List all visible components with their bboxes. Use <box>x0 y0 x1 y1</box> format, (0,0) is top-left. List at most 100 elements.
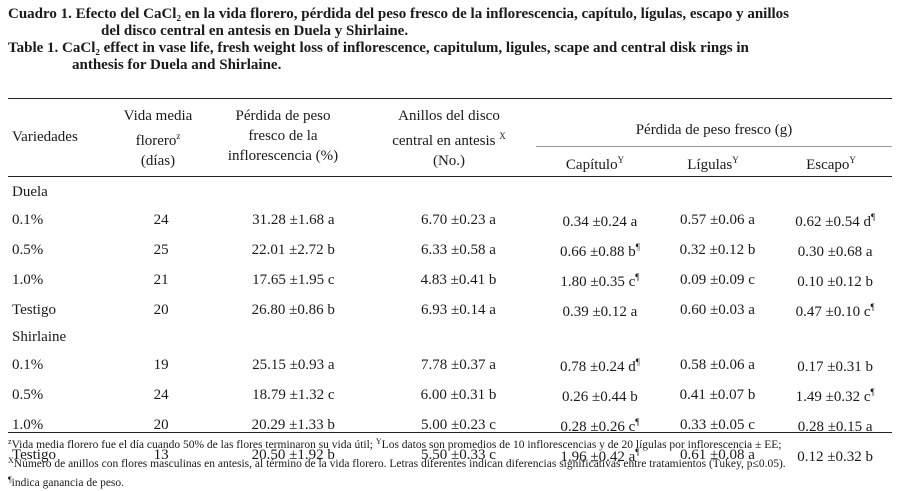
cell-escapo: 0.28 ±0.15 a <box>776 410 894 440</box>
caption-es-line1: Cuadro 1. Efecto del CaCl₂ en la vida fl… <box>8 6 790 22</box>
top-rule <box>8 98 892 99</box>
header-capitulo: CapítuloY <box>536 150 654 175</box>
cell-capitulo-value: 0.26 ±0.44 b <box>562 389 638 405</box>
cell-perdida-inflorescencia: 20.29 ±1.33 b <box>251 416 335 433</box>
cell-capitulo-mark: ¶ <box>635 242 640 252</box>
cell-escapo-mark: ¶ <box>870 302 875 312</box>
header-perdida: Pérdida de peso fresco de la inflorescen… <box>200 106 366 166</box>
header-ligulas: LígulasY <box>654 150 772 175</box>
cell-escapo-value: 0.30 ±0.68 a <box>797 244 873 260</box>
cell-perdida-inflorescencia: 18.79 ±1.32 c <box>252 386 335 403</box>
header-vida: Vida media floreroz (días) <box>108 106 208 171</box>
cell-variedad: 0.1% <box>12 211 44 228</box>
table-row: Testigo 13 20.50 ±1.92 b 5.50 ±0.33 c 1.96 ±… <box>8 440 894 470</box>
cell-capitulo: 0.26 ±0.44 b <box>541 380 659 410</box>
cell-variedad: Testigo <box>12 301 56 318</box>
cell-ligulas: 0.33 ±0.05 c <box>680 416 755 433</box>
peso-group-rule <box>536 146 892 147</box>
header-escapo: EscapoY <box>772 150 890 175</box>
cell-variedad: Testigo <box>12 446 56 463</box>
table-row: Testigo 20 26.80 ±0.86 b 6.93 ±0.14 a 0.39 ±… <box>8 295 894 325</box>
header-vida-mark: z <box>176 131 181 141</box>
cell-capitulo-value: 0.39 ±0.12 a <box>562 304 638 320</box>
cell-capitulo-value: 1.80 ±0.35 c <box>560 274 636 290</box>
header-peso-group: Pérdida de peso fresco (g) <box>635 122 793 138</box>
header-anillos-line2-text: central en antesis <box>392 133 496 149</box>
header-anillos-line1: Anillos del disco <box>398 108 500 124</box>
header-anillos: Anillos del disco central en antesis X (… <box>366 106 532 171</box>
group-name: Duela <box>12 184 48 200</box>
data-table-body: Duela 0.1% 24 31.28 ±1.68 a 6.70 ±0.23 a 0.34… <box>8 180 894 470</box>
footnote-1-mark2: Y <box>375 437 382 446</box>
cell-escapo-value: 0.10 ±0.12 b <box>797 274 874 290</box>
cell-capitulo: 0.28 ±0.26 c¶ <box>541 410 659 440</box>
cell-escapo-mark: ¶ <box>870 387 875 397</box>
table-row: 0.5% 24 18.79 ±1.32 c 6.00 ±0.31 b 0.26 ±0.4… <box>8 380 894 410</box>
group-header-row: Duela <box>8 180 894 205</box>
header-rule <box>8 176 892 177</box>
data-table: Duela 0.1% 24 31.28 ±1.68 a 6.70 ±0.23 a 0.34… <box>8 180 894 470</box>
cell-escapo-value: 1.49 ±0.32 c <box>795 389 871 405</box>
cell-vida-media: 24 <box>153 386 169 403</box>
cell-vida-media: 13 <box>153 446 169 463</box>
cell-escapo: 0.10 ±0.12 b <box>776 265 894 295</box>
cell-vida-media: 24 <box>153 211 169 228</box>
cell-ligulas: 0.41 ±0.07 b <box>679 386 756 403</box>
cell-anillos: 6.00 ±0.31 b <box>420 386 497 403</box>
cell-capitulo: 0.66 ±0.88 b¶ <box>541 235 659 265</box>
caption-en-line2: anthesis for Duela and Shirlaine. <box>72 57 282 73</box>
cell-capitulo-value: 0.66 ±0.88 b <box>559 244 636 260</box>
cell-perdida-inflorescencia: 31.28 ±1.68 a <box>252 211 335 228</box>
cell-variedad: 0.5% <box>12 241 44 258</box>
cell-anillos: 4.83 ±0.41 b <box>420 271 497 288</box>
table-row: 1.0% 20 20.29 ±1.33 b 5.00 ±0.23 c 0.28 ±0.2… <box>8 410 894 440</box>
cell-escapo: 0.62 ±0.54 d¶ <box>776 205 894 235</box>
cell-vida-media: 25 <box>153 241 169 258</box>
footnotes: zVida media florero fue el día cuando 50… <box>8 434 894 491</box>
header-escapo-mark: Y <box>849 155 856 165</box>
cell-capitulo: 0.39 ±0.12 a <box>541 295 659 325</box>
cell-escapo-mark: ¶ <box>870 212 876 222</box>
header-capitulo-text: Capítulo <box>565 157 618 173</box>
cell-ligulas: 0.32 ±0.12 b <box>679 241 756 258</box>
table-row: 0.1% 19 25.15 ±0.93 a 7.78 ±0.37 a 0.78 ±0.2… <box>8 350 894 380</box>
cell-perdida-inflorescencia: 22.01 ±2.72 b <box>251 241 335 258</box>
group-name: Shirlaine <box>12 329 67 345</box>
cell-escapo-value: 0.12 ±0.32 b <box>797 449 874 465</box>
header-vida-line1: Vida media <box>123 108 193 124</box>
cell-escapo: 0.12 ±0.32 b <box>776 440 894 470</box>
footnote-2-text: Número de anillos con flores masculinas … <box>13 458 786 470</box>
table-row: 0.5% 25 22.01 ±2.72 b 6.33 ±0.58 a 0.66 ±0.8… <box>8 235 894 265</box>
footnote-2: XNúmero de anillos con flores masculinas… <box>8 453 894 472</box>
header-perdida-line1: Pérdida de peso <box>235 108 331 124</box>
cell-capitulo-mark: ¶ <box>635 417 640 427</box>
cell-capitulo: 0.78 ±0.24 d¶ <box>541 350 659 380</box>
header-perdida-line3: inflorescencia (%) <box>227 148 339 164</box>
cell-escapo-value: 0.28 ±0.15 a <box>797 419 873 435</box>
cell-capitulo: 1.96 ±0.42 a¶ <box>541 440 659 470</box>
cell-escapo: 0.47 ±0.10 c¶ <box>776 295 894 325</box>
cell-vida-media: 20 <box>153 416 169 433</box>
cell-ligulas: 0.58 ±0.06 a <box>680 356 755 373</box>
header-anillos-line3: (No.) <box>432 153 466 169</box>
cell-capitulo-value: 0.78 ±0.24 d <box>559 359 636 375</box>
footnote-1: zVida media florero fue el día cuando 50… <box>8 434 894 453</box>
cell-variedad: 1.0% <box>12 271 44 288</box>
cell-capitulo-mark: ¶ <box>635 447 640 457</box>
cell-ligulas: 0.09 ±0.09 c <box>680 271 755 288</box>
footnote-3: ¶indica ganancia de peso. <box>8 472 894 491</box>
cell-variedad: 0.5% <box>12 386 44 403</box>
footnote-3-mark: ¶ <box>8 475 12 484</box>
footnote-3-text: indica ganancia de peso. <box>11 477 125 489</box>
cell-vida-media: 20 <box>153 301 169 318</box>
cell-perdida-inflorescencia: 25.15 ±0.93 a <box>252 356 335 373</box>
cell-perdida-inflorescencia: 26.80 ±0.86 b <box>251 301 335 318</box>
cell-perdida-inflorescencia: 20.50 ±1.92 b <box>251 446 335 463</box>
header-vida-line2-text: florero <box>135 133 177 149</box>
cell-escapo-value: 0.17 ±0.31 b <box>797 359 874 375</box>
cell-escapo: 0.17 ±0.31 b <box>776 350 894 380</box>
cell-capitulo-mark: ¶ <box>635 357 640 367</box>
header-anillos-mark: X <box>499 131 506 141</box>
table-row: 0.1% 24 31.28 ±1.68 a 6.70 ±0.23 a 0.34 ±0.2… <box>8 205 894 235</box>
cell-ligulas: 0.60 ±0.03 a <box>680 301 755 318</box>
